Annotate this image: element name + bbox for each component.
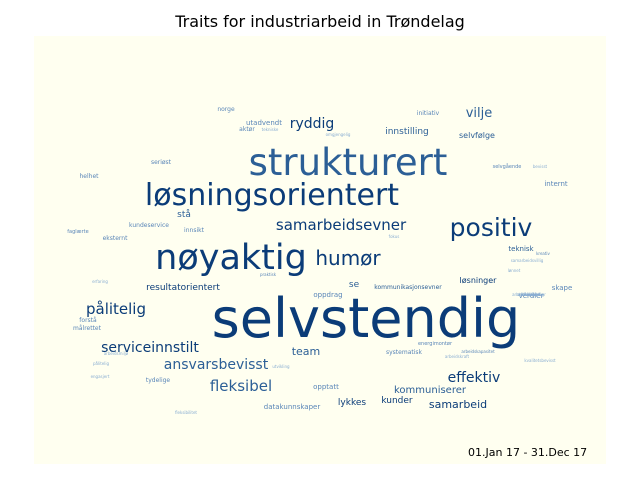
word-selvgående: selvgående [493,163,522,170]
word-serviceinnstilt: serviceinnstilt [101,340,199,356]
word-humør: humør [315,246,381,270]
word-løsningsorientert: løsningsorientert [145,178,399,213]
word-faglærte: faglærte [67,229,88,235]
word-resultatorientert: resultatorientert [146,283,220,293]
word-samarbeid: samarbeid [429,398,487,411]
word-systematisk: systematisk [386,349,423,356]
word-samarbeidsevner: samarbeidsevner [276,216,407,234]
word-målrettet: målrettet [73,325,102,332]
word-team: team [292,345,321,358]
word-kommunikasjonsevner: kommunikasjonsevner [374,284,442,291]
word-selvstendig: selvstendig [212,287,521,350]
word-effektivt: effektivt [521,292,538,297]
word-stå: stå [177,209,191,220]
word-lønnet: lønnet [508,268,521,273]
word-tydelige: tydelige [146,377,171,384]
word-forstå: forstå [79,317,97,324]
word-ordentlig: ordentlig [526,292,544,297]
word-kvalitetsbevisst: kvalitetsbevisst [524,358,556,363]
word-pålitelig: pålitelig [86,300,146,318]
word-tekniske: tekniske [262,127,279,132]
word-ansvarsbevisst: ansvarsbevisst [164,357,269,373]
word-teknisk: teknisk [508,245,534,253]
word-erfaring: erfaring [92,279,108,284]
word-verdier: verdier [519,292,544,300]
chart-title: Traits for industriarbeid in Trøndelag [175,12,465,31]
date-range-label: 01.Jan 17 - 31.Dec 17 [468,446,588,459]
word-kreativ: kreativ [536,251,550,256]
word-strukturert: strukturert [249,141,448,184]
word-pålitelig: pålitelig [93,361,109,366]
word-oppdrag: oppdrag [313,291,342,299]
word-datakunnskaper: datakunnskaper [264,403,321,411]
word-internt: internt [544,180,568,188]
word-engasjert: engasjert [91,374,110,379]
word-utvikling: utvikling [272,364,290,369]
word-aktør: aktør [239,126,255,133]
word-norge: norge [217,106,235,113]
word-arbeidsmiljø: arbeidsmiljø [104,351,129,356]
word-innstilling: innstilling [385,127,429,137]
word-ryddig: ryddig [290,116,335,132]
word-kunder: kunder [381,396,413,406]
word-fleksibel: fleksibel [210,377,272,395]
word-bevisst: bevisst [533,164,548,169]
word-helhet: helhet [79,173,99,180]
word-arbeidskapasitet: arbeidskapasitet [461,349,495,354]
word-innsikt: innsikt [184,227,205,234]
word-skape: skape [552,284,573,292]
word-vilje: vilje [466,106,493,121]
word-arbeidsomt: arbeidsomt [518,292,541,297]
word-samarbeidsvillig: samarbeidsvillig [511,258,544,263]
word-selvfølge: selvfølge [459,131,495,140]
word-fokus: fokus [389,234,400,239]
word-effektiv: effektiv [448,370,501,386]
word-opptatt: opptatt [313,383,339,391]
word-lykkes: lykkes [338,398,366,408]
word-initiativ: initiativ [417,110,440,117]
word-arbeidskraft: arbeidskraft [445,354,470,359]
word-positiv: positiv [450,213,533,242]
cloud-background [34,36,606,464]
word-kommuniserer: kommuniserer [394,385,467,396]
word-utadvendt: utadvendt [246,119,282,127]
word-strukturerer: strukturerer [517,292,541,297]
word-praktisk: praktisk [260,272,277,277]
word-tekniske: tekniske [521,292,538,297]
word-omgjengelig: omgjengelig [326,132,351,137]
word-se: se [349,280,360,290]
word-nøyaktig: nøyaktig [155,238,307,278]
word-energimontør: energimontør [418,341,453,347]
word-seriøst: seriøst [151,159,172,166]
word-løsninger: løsninger [460,276,498,285]
word-fleksibilitet: fleksibilitet [175,410,197,415]
word-eksternt: eksternt [103,235,129,242]
word-kundeservice: kundeservice [129,222,169,229]
word-arbeidsoppgaver: arbeidsoppgaver [512,292,546,297]
